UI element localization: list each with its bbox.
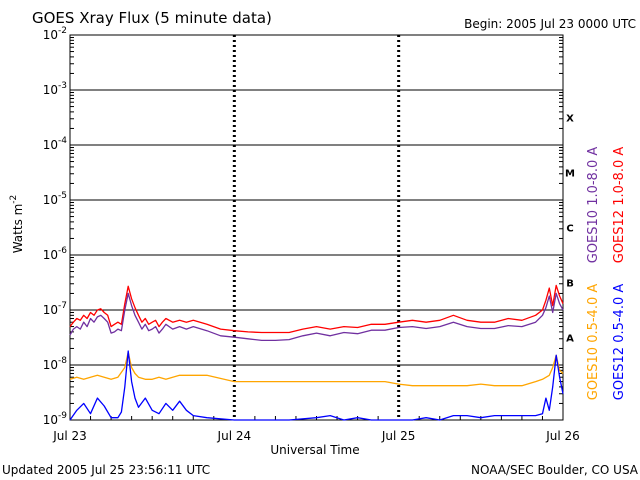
y-tick-base: 10 <box>43 413 58 427</box>
y-tick-base: 10 <box>43 83 58 97</box>
y-tick-exponent: -9 <box>58 411 67 421</box>
y-axis-label: Watts m-2 <box>9 195 25 254</box>
y-tick-exponent: -8 <box>58 356 67 366</box>
y-axis-ticks: 10-910-810-710-610-510-410-310-2 <box>43 26 563 427</box>
x-axis-ticks: Jul 23 Jul 24 Jul 25 Jul 26 <box>52 416 580 443</box>
y-tick-exponent: -6 <box>58 246 67 256</box>
x-tick-label: Jul 23 <box>52 429 87 443</box>
series-line <box>69 292 564 342</box>
footer-updated: Updated 2005 Jul 25 23:56:11 UTC <box>2 463 210 477</box>
y-tick-label: 10-3 <box>43 81 67 97</box>
chart-title: GOES Xray Flux (5 minute data) <box>32 9 272 27</box>
x-tick-label: Jul 24 <box>217 429 252 443</box>
footer-credit: NOAA/SEC Boulder, CO USA <box>471 463 639 477</box>
flare-class-labels: A B C M X <box>565 114 575 345</box>
y-tick-base: 10 <box>43 138 58 152</box>
legend-entry: GOES12 1.0-8.0 A <box>612 147 627 264</box>
y-tick-label: 10-4 <box>43 136 68 152</box>
y-axis-label-text: Watts m <box>11 204 25 254</box>
flare-class-label: X <box>566 114 574 125</box>
y-tick-label: 10-6 <box>43 246 68 262</box>
y-tick-base: 10 <box>43 303 58 317</box>
y-tick-base: 10 <box>43 193 58 207</box>
y-tick-exponent: -3 <box>58 81 67 91</box>
y-tick-base: 10 <box>43 28 58 42</box>
series-lines <box>69 284 564 421</box>
x-tick-label: Jul 26 <box>545 429 580 443</box>
series-line <box>69 350 564 421</box>
y-tick-exponent: -4 <box>58 136 67 146</box>
y-tick-label: 10-5 <box>43 191 67 207</box>
legend-entry: GOES10 0.5-4.0 A <box>586 284 601 401</box>
x-tick-label: Jul 25 <box>381 429 416 443</box>
x-axis-label: Universal Time <box>270 443 359 457</box>
flare-class-label: C <box>566 224 573 235</box>
y-tick-label: 10-2 <box>43 26 67 42</box>
flare-class-label: M <box>565 169 575 180</box>
series-line <box>69 284 564 334</box>
begin-label: Begin: 2005 Jul 23 0000 UTC <box>464 17 636 31</box>
y-axis-label-superscript: -2 <box>9 195 19 204</box>
series-line <box>69 351 564 387</box>
y-tick-label: 10-7 <box>43 301 67 317</box>
y-tick-base: 10 <box>43 248 58 262</box>
flare-class-label: A <box>566 334 574 345</box>
legend-entry: GOES12 0.5-4.0 A <box>612 284 627 401</box>
y-tick-exponent: -7 <box>58 301 67 311</box>
flare-class-label: B <box>566 279 574 290</box>
y-tick-label: 10-8 <box>43 356 68 372</box>
y-tick-label: 10-9 <box>43 411 68 427</box>
legend-entry: GOES10 1.0-8.0 A <box>586 147 601 264</box>
y-tick-base: 10 <box>43 358 58 372</box>
y-tick-exponent: -5 <box>58 191 67 201</box>
y-tick-exponent: -2 <box>58 26 67 36</box>
gridlines <box>70 35 563 420</box>
legend: GOES10 1.0-8.0 A GOES12 1.0-8.0 A GOES10 0… <box>586 147 627 401</box>
